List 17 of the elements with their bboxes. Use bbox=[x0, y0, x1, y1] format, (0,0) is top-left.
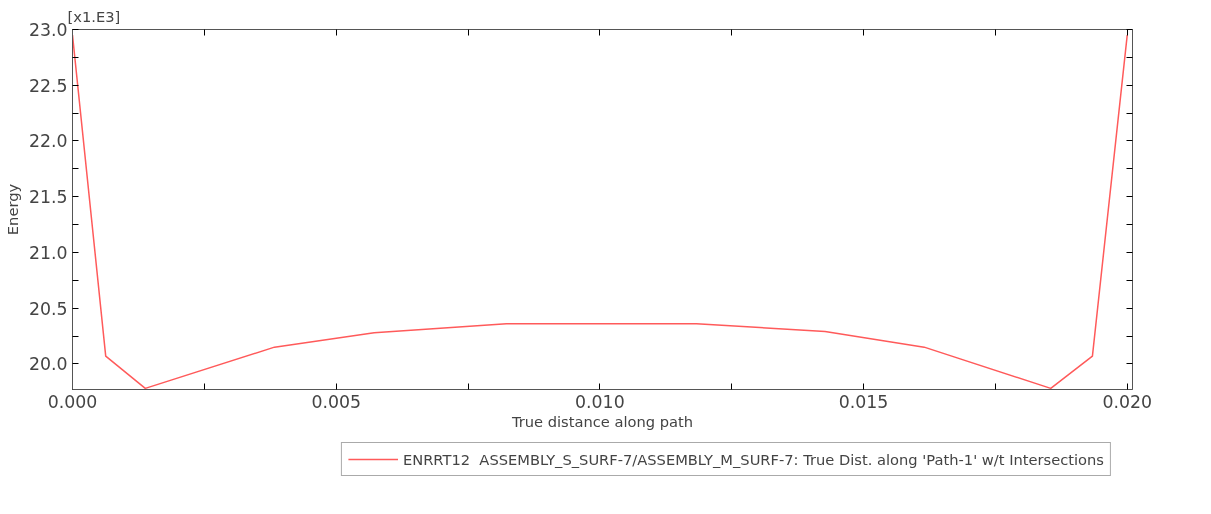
x-tick-label: 0.020 bbox=[1102, 391, 1153, 412]
line-series bbox=[72, 34, 1128, 390]
y-tick-label: 21.0 bbox=[28, 242, 68, 263]
x-tick-label: 0.015 bbox=[838, 391, 889, 412]
x-tick-label: 0.000 bbox=[47, 391, 98, 412]
y-tick-label: 22.5 bbox=[28, 75, 68, 96]
x-axis-title: True distance along path bbox=[510, 412, 694, 430]
x-tick-label: 0.010 bbox=[575, 391, 625, 412]
y-axis-title: Energy bbox=[3, 183, 21, 236]
y-tick-label: 22.0 bbox=[28, 131, 68, 152]
y-tick-label: 21.5 bbox=[28, 187, 68, 208]
legend-label: ENRRT12 ASSEMBLY_S_SURF-7/ASSEMBLY_M_SURF-7: True Dist. along 'Path-1' w/t Intersections bbox=[402, 450, 1104, 468]
y-tick-label: 20.5 bbox=[28, 298, 68, 319]
y-tick-label: 23.0 bbox=[28, 20, 68, 40]
y-tick-label: 20.0 bbox=[28, 354, 68, 375]
x-tick-label: 0.005 bbox=[311, 391, 361, 412]
text: [x1.E3] bbox=[67, 7, 121, 25]
